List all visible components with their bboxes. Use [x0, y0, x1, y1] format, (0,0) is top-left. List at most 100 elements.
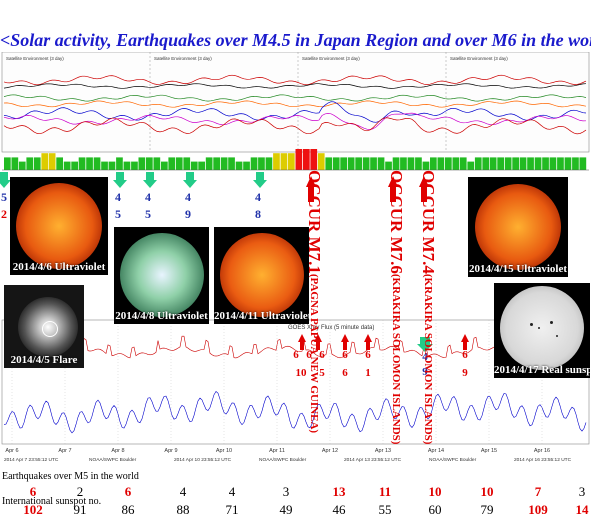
panel-header: Satellite Environment (3 day): [302, 56, 360, 61]
kp-bar: [295, 149, 303, 170]
kp-bar: [377, 157, 385, 170]
kp-bar: [385, 161, 392, 170]
kp-bar: [317, 153, 325, 170]
kp-bar: [138, 157, 146, 170]
kp-bar: [437, 157, 445, 170]
satellite-trace: [3, 117, 587, 135]
xray-flux-trace: [3, 335, 587, 359]
sunspot-count-cell: 60: [428, 502, 442, 517]
occur-annotation: OCCUR M7.4(KRAKIRA SOLOMON ISLANDS): [419, 170, 438, 445]
tick-label: Apr 12: [322, 448, 338, 454]
kp-bar: [467, 161, 475, 170]
marker-arrow: [183, 172, 197, 188]
panel-header: Satellite Environment (3 day): [6, 56, 64, 61]
marker-number: 10: [296, 367, 308, 379]
kp-bar: [572, 157, 579, 170]
kp-bar: [579, 157, 587, 170]
marker-number: 9: [422, 366, 428, 378]
kp-bar: [288, 153, 295, 170]
kp-bar: [71, 161, 78, 170]
image-caption: 2014/4/5 Flare: [10, 354, 78, 366]
kp-bar: [198, 161, 205, 170]
marker-number: 4: [422, 351, 428, 363]
marker-number: 6: [365, 349, 371, 361]
marker-number: 2: [1, 207, 7, 221]
row-label-sunspot: International sunspot no.: [2, 496, 102, 507]
solar-image: 2014/4/6 Ultraviolet: [10, 177, 108, 275]
tick-label: Apr 9: [164, 448, 177, 454]
earthquake-count-cell: 10: [480, 484, 494, 499]
kp-bar: [415, 157, 422, 170]
kp-bar: [116, 157, 123, 170]
kp-bar: [175, 157, 183, 170]
kp-bar: [430, 157, 437, 170]
earthquake-count-cell: 2: [76, 484, 84, 499]
kp-bar: [161, 161, 168, 170]
marker-arrow: [143, 172, 157, 188]
marker-number: 9: [185, 207, 191, 221]
marker-number: 5: [1, 190, 7, 204]
kp-bar: [86, 157, 93, 170]
sunspot-count-cell: 88: [176, 502, 190, 517]
sunspot-count-cell: 102: [23, 502, 43, 517]
kp-bar: [542, 157, 549, 170]
footer-label: NOAA/SWPC Boulder: [429, 457, 477, 463]
kp-bar: [131, 161, 138, 170]
row-label-earthquakes: Earthquakes over M5 in the world: [2, 471, 139, 482]
kp-bar: [549, 157, 557, 170]
earthquake-arrow: [364, 334, 372, 350]
tick-label: Apr 10: [216, 448, 232, 454]
kp-bar: [26, 157, 34, 170]
kp-bar: [93, 157, 101, 170]
kp-bar: [497, 157, 504, 170]
marker-arrow: [0, 172, 11, 188]
kp-bar: [519, 157, 527, 170]
kp-bar: [265, 157, 273, 170]
earthquake-count-cell: 10: [428, 484, 442, 499]
kp-bar: [153, 157, 161, 170]
kp-bar: [512, 157, 519, 170]
xray-header: GOES Xray Flux (5 minute data): [288, 325, 374, 331]
sunspot-count-cell: 49: [279, 502, 293, 517]
footer-label: 2014 Apr 7 23:55:12 UTC: [4, 457, 59, 463]
proton-flux-trace: [3, 391, 587, 434]
page-title: <Solar activity, Earthquakes over M4.5 i…: [0, 30, 591, 50]
occur-annotation: OCCUR M7.1(PAGNA PAPUA NEW GUINEA): [305, 170, 324, 434]
kp-bar: [235, 161, 243, 170]
kp-bar: [459, 157, 467, 170]
earthquake-arrow: [461, 334, 469, 350]
kp-bar: [63, 161, 71, 170]
tick-label: Apr 16: [534, 448, 550, 454]
kp-bar: [205, 157, 213, 170]
marker-arrow: [417, 337, 433, 352]
marker-number: 6: [319, 349, 325, 361]
sunspot-count-cell: 86: [121, 502, 135, 517]
kp-bar: [474, 157, 482, 170]
kp-bar: [11, 157, 19, 170]
image-caption: 2014/4/8 Ultraviolet: [115, 310, 208, 322]
earthquake-count-cell: 7: [534, 484, 542, 499]
kp-bar: [370, 157, 377, 170]
marker-number: 9: [462, 367, 468, 379]
marker-number: 8: [255, 207, 261, 221]
tick-label: Apr 14: [428, 448, 444, 454]
kp-bar: [392, 157, 400, 170]
kp-bar: [504, 157, 512, 170]
kp-bar: [56, 157, 63, 170]
tick-label: Apr 13: [375, 448, 391, 454]
marker-number: 6: [293, 349, 299, 361]
kp-bar: [273, 153, 280, 170]
kp-bar: [534, 157, 542, 170]
marker-arrow: [253, 172, 267, 188]
kp-bar: [101, 161, 108, 170]
earthquake-count-cell: 4: [228, 484, 236, 499]
solar-image: 2014/4/15 Ultraviolet: [468, 177, 568, 277]
kp-bar: [48, 153, 56, 170]
kp-bar: [400, 157, 407, 170]
kp-bar: [146, 157, 153, 170]
kp-bar: [250, 157, 258, 170]
space-weather-chart: Satellite Environment (3 day) Satellite E…: [0, 52, 591, 519]
kp-bar: [489, 157, 497, 170]
marker-number: 6: [342, 367, 348, 379]
marker-number: 4: [145, 190, 151, 204]
